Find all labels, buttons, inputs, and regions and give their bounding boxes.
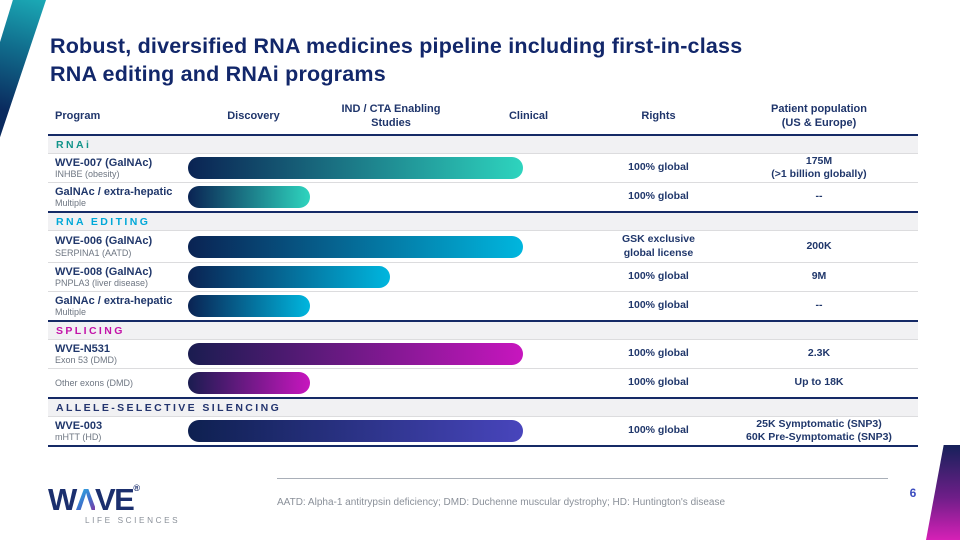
section-header-label: RNAi bbox=[56, 138, 92, 151]
program-name: GalNAc / extra-hepatic bbox=[55, 294, 173, 307]
column-header-discovery: Discovery bbox=[227, 110, 280, 123]
progress-bar bbox=[188, 235, 523, 258]
table-row: WVE-008 (GalNAc) PNPLA3 (liver disease) … bbox=[48, 262, 918, 291]
table-row: GalNAc / extra-hepatic Multiple 100% glo… bbox=[48, 182, 918, 211]
rights-cell: GSK exclusive global license bbox=[622, 233, 695, 259]
program-cell: WVE-N531 Exon 53 (DMD) bbox=[48, 343, 185, 366]
population-cell: 9M bbox=[811, 270, 827, 283]
logo-wordmark: WΛVE® bbox=[48, 482, 140, 517]
section-header-label: RNA EDITING bbox=[56, 215, 151, 228]
population-cell: Up to 18K bbox=[794, 376, 844, 389]
section-header-rnai: RNAi bbox=[48, 134, 918, 153]
column-header-program: Program bbox=[55, 110, 101, 123]
rights-cell: 100% global bbox=[628, 347, 689, 360]
footer-divider bbox=[277, 478, 888, 479]
column-header-ind-cta: IND / CTA Enabling Studies bbox=[341, 103, 441, 129]
progress-bar bbox=[188, 186, 310, 208]
section-header-label: SPLICING bbox=[56, 324, 125, 337]
population-cell: 2.3K bbox=[807, 347, 831, 360]
program-name: WVE-006 (GalNAc) bbox=[55, 235, 153, 247]
population-cell: -- bbox=[815, 299, 823, 312]
program-name: GalNAc / extra-hepatic bbox=[55, 185, 173, 198]
wave-life-sciences-logo: WΛVE® LIFE SCIENCES bbox=[48, 482, 181, 526]
program-name: WVE-003 bbox=[55, 419, 103, 432]
progress-bar bbox=[188, 157, 523, 179]
rights-cell: 100% global bbox=[628, 299, 689, 312]
population-cell: 175M (>1 billion globally) bbox=[771, 154, 867, 180]
section-header-label: ALLELE-SELECTIVE SILENCING bbox=[56, 401, 282, 414]
progress-bar bbox=[188, 295, 310, 317]
program-cell: GalNAc / extra-hepatic Multiple bbox=[48, 295, 185, 318]
table-row: Other exons (DMD) 100% global Up to 18K bbox=[48, 368, 918, 397]
slide-title: Robust, diversified RNA medicines pipeli… bbox=[50, 34, 743, 87]
program-target: Multiple bbox=[55, 307, 87, 318]
stage-cell bbox=[185, 263, 597, 291]
program-target: Exon 53 (DMD) bbox=[55, 355, 118, 366]
logo-gradient-a: Λ bbox=[75, 482, 97, 517]
footnote: AATD: Alpha-1 antitrypsin deficiency; DM… bbox=[277, 497, 726, 508]
rights-cell: 100% global bbox=[628, 376, 689, 389]
table-row: WVE-003 mHTT (HD) 100% global 25K Sympto… bbox=[48, 416, 918, 445]
page-number: 6 bbox=[909, 486, 917, 500]
rights-cell: 100% global bbox=[628, 190, 689, 203]
table-row: WVE-N531 Exon 53 (DMD) 100% global 2.3K bbox=[48, 339, 918, 368]
stage-cell bbox=[185, 417, 597, 445]
column-header-patient-population: Patient population (US & Europe) bbox=[771, 103, 867, 129]
stage-cell bbox=[185, 292, 597, 320]
population-cell: 200K bbox=[806, 239, 832, 252]
progress-bar bbox=[188, 266, 390, 288]
stage-cell bbox=[185, 231, 597, 262]
table-row: WVE-007 (GalNAc) INHBE (obesity) 100% gl… bbox=[48, 153, 918, 182]
logo-tagline: LIFE SCIENCES bbox=[85, 516, 181, 525]
program-cell: WVE-006 (GalNAc) SERPINA1 (AATD) bbox=[48, 235, 185, 258]
population-cell: -- bbox=[815, 190, 823, 203]
program-cell: WVE-008 (GalNAc) PNPLA3 (liver disease) bbox=[48, 266, 185, 289]
program-cell: WVE-007 (GalNAc) INHBE (obesity) bbox=[48, 157, 185, 180]
table-header-row: Program Discovery IND / CTA Enabling Stu… bbox=[48, 100, 918, 134]
column-header-clinical: Clinical bbox=[508, 110, 549, 123]
stage-cell bbox=[185, 183, 597, 211]
section-header-splicing: SPLICING bbox=[48, 320, 918, 339]
program-target: PNPLA3 (liver disease) bbox=[55, 278, 149, 289]
stage-cell bbox=[185, 369, 597, 397]
program-target: Other exons (DMD) bbox=[55, 377, 134, 388]
program-target: Multiple bbox=[55, 198, 87, 209]
program-target: mHTT (HD) bbox=[55, 432, 102, 443]
program-cell: GalNAc / extra-hepatic Multiple bbox=[48, 186, 185, 209]
population-cell: 25K Symptomatic (SNP3) 60K Pre-Symptomat… bbox=[746, 417, 892, 443]
rights-cell: 100% global bbox=[628, 161, 689, 174]
progress-bar bbox=[188, 343, 523, 365]
program-name: WVE-008 (GalNAc) bbox=[55, 265, 153, 278]
section-header-rna-editing: RNA EDITING bbox=[48, 211, 918, 230]
corner-accent-bottom-right bbox=[926, 445, 960, 540]
column-header-rights: Rights bbox=[641, 110, 676, 123]
stage-cell bbox=[185, 154, 597, 182]
program-target: INHBE (obesity) bbox=[55, 169, 120, 180]
corner-accent-top-left bbox=[0, 0, 46, 138]
program-cell: Other exons (DMD) bbox=[48, 378, 185, 388]
program-name: WVE-007 (GalNAc) bbox=[55, 156, 153, 169]
table-row: WVE-006 (GalNAc) SERPINA1 (AATD) GSK exc… bbox=[48, 230, 918, 262]
pipeline-table: Program Discovery IND / CTA Enabling Stu… bbox=[48, 100, 918, 447]
rights-cell: 100% global bbox=[628, 424, 689, 437]
program-target: SERPINA1 (AATD) bbox=[55, 247, 132, 258]
section-header-allele-selective-silencing: ALLELE-SELECTIVE SILENCING bbox=[48, 397, 918, 416]
progress-bar bbox=[188, 372, 310, 394]
registered-trademark-icon: ® bbox=[133, 483, 140, 493]
rights-cell: 100% global bbox=[628, 270, 689, 283]
table-row: GalNAc / extra-hepatic Multiple 100% glo… bbox=[48, 291, 918, 320]
program-name: WVE-N531 bbox=[55, 342, 111, 355]
stage-cell bbox=[185, 340, 597, 368]
progress-bar bbox=[188, 420, 523, 442]
program-cell: WVE-003 mHTT (HD) bbox=[48, 420, 185, 443]
